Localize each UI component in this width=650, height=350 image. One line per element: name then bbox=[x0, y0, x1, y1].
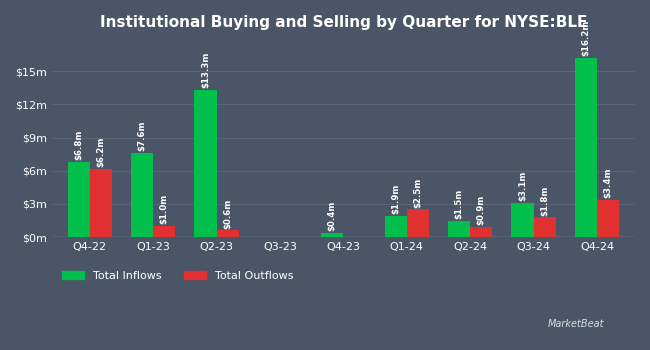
Bar bbox=[470, 227, 493, 237]
Bar bbox=[534, 217, 556, 237]
Text: $13.3m: $13.3m bbox=[201, 52, 210, 89]
Bar bbox=[90, 169, 112, 237]
Bar bbox=[512, 203, 534, 237]
Text: $0.9m: $0.9m bbox=[477, 195, 486, 225]
Text: $1.5m: $1.5m bbox=[454, 189, 463, 219]
Text: $3.1m: $3.1m bbox=[518, 171, 527, 201]
Bar bbox=[575, 58, 597, 237]
Text: $0.4m: $0.4m bbox=[328, 201, 337, 231]
Legend: Total Inflows, Total Outflows: Total Inflows, Total Outflows bbox=[57, 267, 298, 286]
Text: $7.6m: $7.6m bbox=[138, 121, 147, 152]
Bar bbox=[321, 233, 343, 237]
Text: $0.6m: $0.6m bbox=[223, 198, 232, 229]
Bar bbox=[597, 199, 619, 237]
Text: $6.2m: $6.2m bbox=[96, 136, 105, 167]
Text: $1.8m: $1.8m bbox=[540, 185, 549, 216]
Bar bbox=[385, 216, 407, 237]
Text: MarketBeat: MarketBeat bbox=[548, 319, 604, 329]
Title: Institutional Buying and Selling by Quarter for NYSE:BLE: Institutional Buying and Selling by Quar… bbox=[99, 15, 587, 30]
Bar bbox=[407, 209, 429, 237]
Text: $6.8m: $6.8m bbox=[74, 130, 83, 160]
Text: $1.0m: $1.0m bbox=[160, 194, 169, 224]
Bar bbox=[68, 162, 90, 237]
Bar bbox=[448, 220, 470, 237]
Text: $16.2m: $16.2m bbox=[581, 20, 590, 56]
Text: $3.4m: $3.4m bbox=[604, 167, 612, 198]
Bar bbox=[194, 90, 216, 237]
Text: $2.5m: $2.5m bbox=[413, 177, 423, 208]
Bar bbox=[153, 226, 176, 237]
Bar bbox=[131, 153, 153, 237]
Bar bbox=[216, 230, 239, 237]
Text: $1.9m: $1.9m bbox=[391, 184, 400, 215]
